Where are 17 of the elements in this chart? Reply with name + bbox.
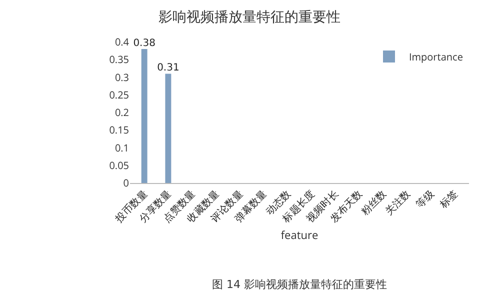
y-tick-label: 0.35	[109, 52, 130, 66]
x-tick-label: 等级	[414, 188, 436, 211]
data-label: 0.31	[157, 62, 180, 74]
x-tick-label: 标签	[437, 188, 460, 212]
y-tick-label: 0.3	[114, 70, 130, 84]
legend-label: Importance	[409, 49, 464, 64]
y-tick-label: 0.4	[114, 34, 130, 48]
data-label: 0.38	[133, 38, 156, 50]
y-tick-label: 0.25	[109, 87, 130, 102]
x-axis-title: feature	[280, 228, 318, 243]
y-tick-label: 0.1	[114, 140, 129, 154]
y-tick-label: 0.15	[109, 122, 130, 137]
chart-title: 影响视频播放量特征的重要性	[158, 10, 340, 26]
caption: 图 14 影响视频播放量特征的重要性	[212, 278, 387, 291]
y-tick-label: 0.2	[114, 105, 130, 119]
y-tick-label: 0.05	[109, 158, 130, 172]
y-tick-label: 0	[123, 176, 130, 190]
